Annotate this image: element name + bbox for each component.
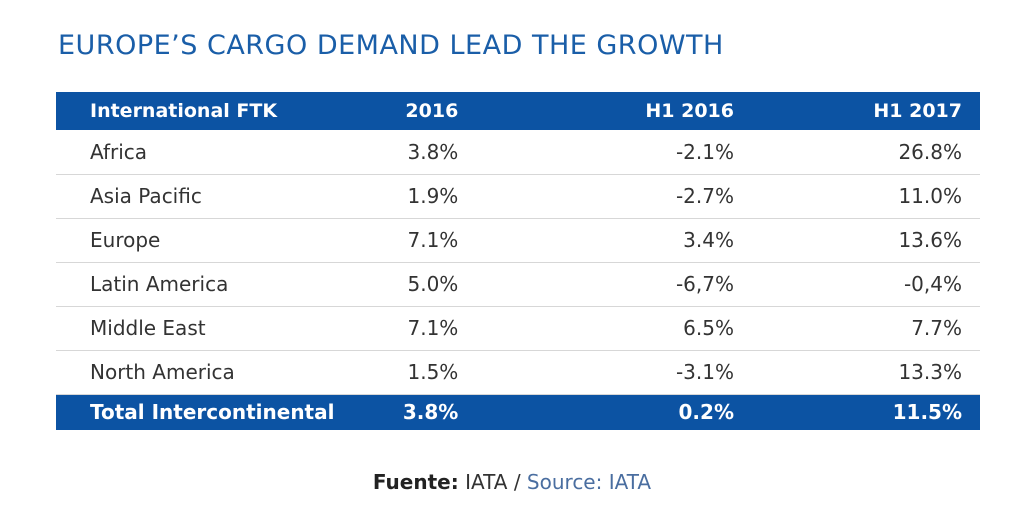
row-value-2016: 1.5% [344, 350, 519, 395]
row-region: Africa [56, 130, 345, 175]
table-row: Africa 3.8% -2.1% 26.8% [56, 130, 980, 175]
row-region: Middle East [56, 306, 345, 351]
row-region: Europe [56, 218, 345, 263]
row-value-h1-2017: 13.3% [748, 350, 980, 395]
total-label: Total Intercontinental [90, 400, 335, 425]
table-row: Europe 7.1% 3.4% 13.6% [56, 218, 980, 263]
source-value-es: IATA / [458, 470, 527, 494]
row-value-h1-2016: -3.1% [518, 350, 749, 395]
table-row: North America 1.5% -3.1% 13.3% [56, 350, 980, 395]
page-title: EUROPE’S CARGO DEMAND LEAD THE GROWTH [58, 30, 724, 61]
column-header-h1-2016: H1 2016 [645, 100, 734, 122]
row-value-2016: 7.1% [344, 306, 519, 351]
row-value-2016: 7.1% [344, 218, 519, 263]
row-region: North America [56, 350, 345, 395]
source-note: Fuente: IATA / Source: IATA [0, 470, 1024, 494]
row-value-h1-2016: 6.5% [518, 306, 749, 351]
row-value-h1-2016: -2.7% [518, 174, 749, 219]
cargo-demand-table: International FTK 2016 H1 2016 H1 2017 A… [56, 92, 980, 430]
total-value-2016: 3.8% [402, 400, 459, 425]
row-value-2016: 5.0% [344, 262, 519, 307]
table-total-row: Total Intercontinental 3.8% 0.2% 11.5% [56, 394, 980, 430]
row-value-h1-2016: -6,7% [518, 262, 749, 307]
table-row: Asia Pacific 1.9% -2.7% 11.0% [56, 174, 980, 219]
column-header-2016: 2016 [405, 100, 459, 122]
row-value-h1-2016: -2.1% [518, 130, 749, 175]
source-label-es: Fuente: [372, 470, 459, 494]
row-value-h1-2017: 7.7% [748, 306, 980, 351]
total-value-h1-2016: 0.2% [678, 400, 734, 425]
row-region: Asia Pacific [56, 174, 345, 219]
table-row: Latin America 5.0% -6,7% -0,4% [56, 262, 980, 307]
column-header-h1-2017: H1 2017 [873, 100, 962, 122]
source-label-en: Source: IATA [526, 470, 652, 494]
column-header-region: International FTK [90, 100, 278, 122]
row-value-2016: 3.8% [344, 130, 519, 175]
row-region: Latin America [56, 262, 345, 307]
table-row: Middle East 7.1% 6.5% 7.7% [56, 306, 980, 351]
row-value-h1-2017: 11.0% [748, 174, 980, 219]
row-value-h1-2017: -0,4% [748, 262, 980, 307]
row-value-h1-2017: 26.8% [748, 130, 980, 175]
row-value-h1-2016: 3.4% [518, 218, 749, 263]
total-value-h1-2017: 11.5% [892, 400, 962, 425]
row-value-h1-2017: 13.6% [748, 218, 980, 263]
table-header-row: International FTK 2016 H1 2016 H1 2017 [56, 92, 980, 130]
row-value-2016: 1.9% [344, 174, 519, 219]
